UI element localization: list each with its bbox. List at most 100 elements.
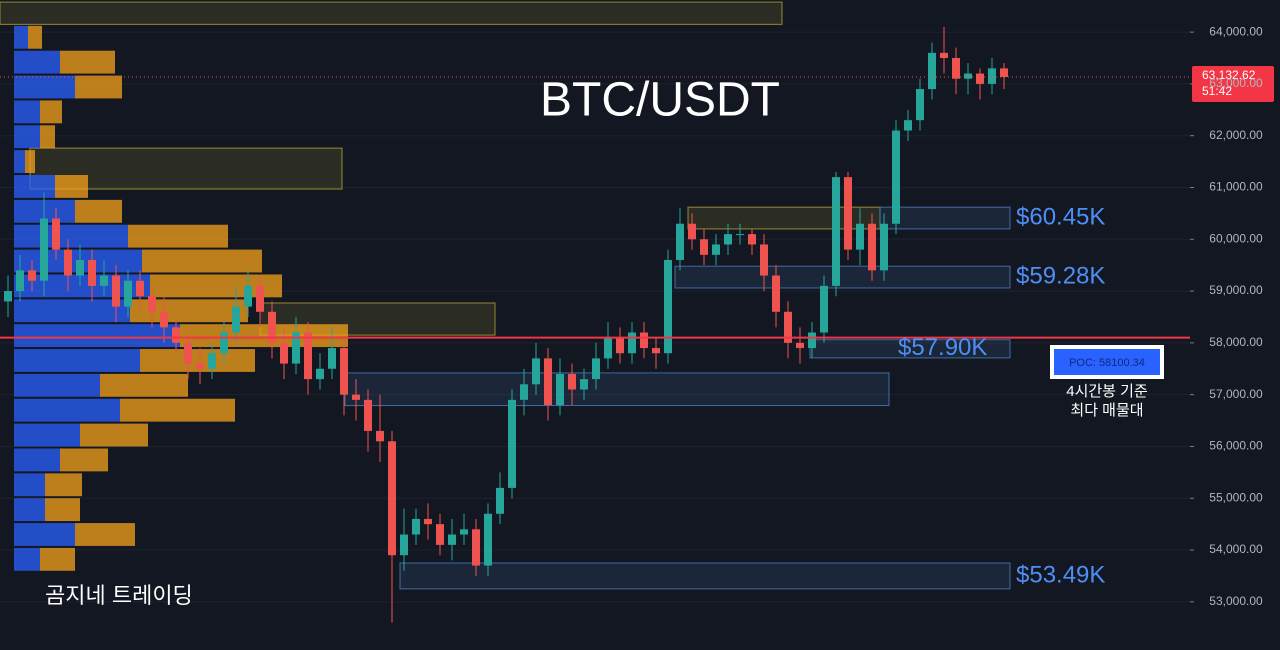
candle-body (268, 311, 276, 343)
price-zone (674, 265, 1011, 289)
candle-body (688, 223, 696, 240)
candle-body (40, 218, 48, 281)
profile-down-bar (142, 249, 262, 273)
candle-body (976, 73, 984, 84)
candle-body (4, 291, 12, 302)
profile-down-bar (140, 349, 255, 372)
candle-body (664, 260, 672, 354)
profile-down-bar (75, 199, 122, 223)
candle-body (292, 332, 300, 364)
candle-body (904, 120, 912, 131)
candle-body (604, 337, 612, 359)
candle-body (496, 487, 504, 514)
candle-body (988, 68, 996, 84)
candle-body (532, 358, 540, 385)
candle-body (748, 234, 756, 245)
candle-body (940, 52, 948, 59)
profile-down-bar (45, 473, 82, 497)
poc-box (1054, 349, 1160, 375)
candle-body (544, 358, 552, 406)
countdown-label: 51:42 (1202, 84, 1232, 98)
profile-down-bar (75, 75, 122, 99)
candle-body (304, 332, 312, 380)
candle-body (760, 244, 768, 276)
candle-body (16, 270, 24, 292)
candle-body (64, 249, 72, 276)
candle-body (52, 218, 60, 250)
candle-body (124, 280, 132, 307)
candle-body (796, 342, 804, 349)
candle-body (472, 529, 480, 566)
profile-up-bar (14, 125, 40, 149)
profile-down-bar (45, 498, 80, 522)
y-tick-label: 64,000.00 (1209, 24, 1263, 38)
profile-down-bar (60, 448, 108, 472)
candle-body (88, 260, 96, 286)
y-tick-label: 55,000.00 (1209, 490, 1263, 504)
profile-up-bar (14, 523, 75, 546)
profile-down-bar (120, 398, 235, 422)
y-tick-label: 63,000.00 (1209, 76, 1263, 90)
candle-body (328, 348, 336, 369)
candle-body (892, 130, 900, 224)
profile-up-bar (14, 100, 40, 124)
y-tick-label: 53,000.00 (1209, 594, 1263, 608)
candle-body (880, 223, 888, 271)
profile-down-bar (80, 423, 148, 447)
candle-body (364, 399, 372, 431)
candle-body (184, 342, 192, 364)
candle-body (100, 275, 108, 286)
profile-up-bar (14, 324, 180, 348)
candle-body (28, 270, 36, 281)
candle-body (844, 177, 852, 250)
poc-note: 4시간봉 기준 (1066, 383, 1148, 400)
candle-body (244, 285, 252, 307)
price-zone (344, 372, 890, 407)
candle-body (772, 275, 780, 312)
candle-body (832, 177, 840, 286)
candle-body (868, 223, 876, 271)
profile-up-bar (14, 398, 120, 422)
zone-label: $60.45K (1016, 203, 1105, 230)
y-tick-label: 57,000.00 (1209, 387, 1263, 401)
poc-note: 최다 매물대 (1070, 402, 1143, 419)
last-price-label: 63,132.62 (1202, 68, 1256, 82)
candle-body (736, 234, 744, 236)
candle-body (652, 348, 660, 354)
candle-body (196, 363, 204, 369)
last-price-tag (1192, 66, 1274, 103)
candle-body (556, 373, 564, 406)
candle-body (352, 394, 360, 400)
price-axis-panel (1190, 0, 1280, 650)
profile-up-bar (14, 175, 55, 198)
profile-up-bar (14, 498, 45, 522)
candle-body (628, 332, 636, 354)
candle-body (112, 275, 120, 307)
zone-label: $59.28K (1016, 262, 1105, 289)
watermark: 곰지네 트레이딩 (45, 583, 193, 608)
profile-up-bar (14, 299, 130, 323)
chart-title: BTC/USDT (540, 74, 780, 127)
candle-body (580, 379, 588, 390)
candle-body (808, 332, 816, 349)
candle-body (280, 342, 288, 364)
profile-up-bar (14, 448, 60, 472)
profile-up-bar (14, 423, 80, 447)
candle-body (616, 337, 624, 354)
profile-down-bar (60, 50, 115, 74)
candle-body (568, 373, 576, 390)
candle-body (712, 244, 720, 255)
profile-up-bar (14, 25, 28, 49)
price-zone (399, 562, 1011, 590)
profile-up-bar (14, 373, 100, 397)
candle-body (424, 518, 432, 525)
price-zone (879, 206, 1011, 230)
profile-up-bar (14, 75, 75, 99)
price-zone (0, 1, 783, 25)
y-tick-label: 60,000.00 (1209, 231, 1263, 245)
candle-body (76, 260, 84, 276)
profile-up-bar (14, 50, 60, 74)
candle-body (784, 311, 792, 343)
candle-body (700, 239, 708, 255)
